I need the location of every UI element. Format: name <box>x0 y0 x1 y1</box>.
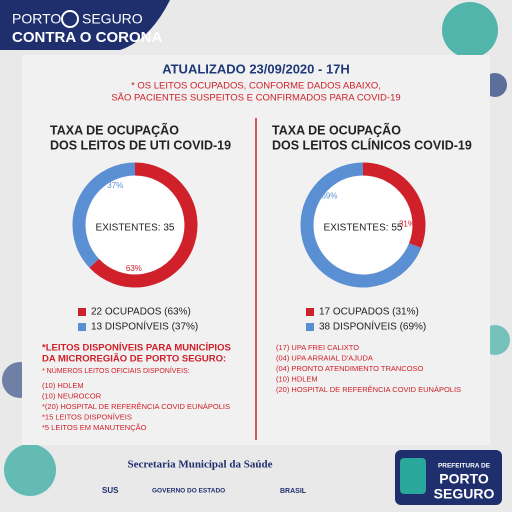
center-label: EXISTENTES: 35 <box>96 223 175 234</box>
secretaria: Secretaria Municipal da Saúde <box>128 459 273 471</box>
slice-label: 37% <box>107 181 123 190</box>
updated: ATUALIZADO 23/09/2020 - 17H <box>162 61 350 76</box>
center-label: EXISTENTES: 55 <box>324 223 403 234</box>
note-item: (10) HDLEM <box>42 381 84 390</box>
note-item: (10) HDLEM <box>276 374 318 383</box>
slice-label: 31% <box>399 220 415 229</box>
notice: SÃO PACIENTES SUSPEITOS E CONFIRMADOS PA… <box>111 93 400 104</box>
legend-entry: 17 OCUPADOS (31%) <box>319 307 419 318</box>
note-subheading: * NÚMEROS LEITOS OFICIAIS DISPONÍVEIS: <box>42 366 190 375</box>
donut-segment <box>362 162 426 249</box>
slice-label: 63% <box>126 264 142 273</box>
legend-swatch <box>306 308 314 316</box>
header-ribbon <box>0 0 170 50</box>
note-heading: DA MICROREGIÃO DE PORTO SEGURO: <box>42 354 226 365</box>
prefeitura: PREFEITURA DE <box>438 463 491 470</box>
chart-title: DOS LEITOS DE UTI COVID-19 <box>50 138 231 152</box>
brand-right: SEGURO <box>82 11 143 27</box>
slice-label: 69% <box>321 192 337 201</box>
city-name: PORTO <box>439 471 489 487</box>
governo-logo: GOVERNO DO ESTADO <box>152 488 225 495</box>
donut-segment <box>300 162 422 288</box>
emblem <box>400 458 426 494</box>
donut-segment <box>72 162 136 268</box>
note-heading: *LEITOS DISPONÍVEIS PARA MUNICÍPIOS <box>42 343 231 354</box>
chart-title: DOS LEITOS CLÍNICOS COVID-19 <box>272 137 472 152</box>
legend-entry: 13 DISPONÍVEIS (37%) <box>91 320 198 333</box>
sus-logo: SUS <box>102 486 119 495</box>
notice: * OS LEITOS OCUPADOS, CONFORME DADOS ABA… <box>131 81 381 92</box>
right-notes: (17) UPA FREI CALIXTO(04) UPA ARRAIAL D'… <box>276 343 461 394</box>
note-item: (04) UPA ARRAIAL D'AJUDA <box>276 353 373 362</box>
note-item: (04) PRONTO ATENDIMENTO TRANCOSO <box>276 364 424 373</box>
legend-swatch <box>306 323 314 331</box>
note-item: *(20) HOSPITAL DE REFERÊNCIA COVID EUNÁP… <box>42 402 230 411</box>
donut-hole <box>86 176 184 274</box>
note-item: *5 LEITOS EM MANUTENÇÃO <box>42 423 147 432</box>
legend-entry: 22 OCUPADOS (63%) <box>91 307 191 318</box>
note-item: (20) HOSPITAL DE REFERÊNCIA COVID EUNÁPO… <box>276 385 461 394</box>
donut-segment <box>89 162 198 288</box>
note-item: (10) NEUROCOR <box>42 391 102 400</box>
chart-title: TAXA DE OCUPAÇÃO <box>50 122 179 137</box>
brasil-logo: BRASIL <box>280 488 307 495</box>
virus-icon <box>442 2 498 58</box>
virus-icon <box>4 444 56 496</box>
brand-left: PORTO <box>12 11 61 27</box>
donut-hole <box>314 176 412 274</box>
brand-icon <box>61 10 79 28</box>
left-notes: *LEITOS DISPONÍVEIS PARA MUNICÍPIOS DA M… <box>42 343 231 432</box>
legend-swatch <box>78 308 86 316</box>
city-name: SEGURO <box>434 486 495 502</box>
legend-entry: 38 DISPONÍVEIS (69%) <box>319 320 426 333</box>
chart-title: TAXA DE OCUPAÇÃO <box>272 122 401 137</box>
note-item: *15 LEITOS DISPONÍVEIS <box>42 412 132 421</box>
note-item: (17) UPA FREI CALIXTO <box>276 343 359 352</box>
campaign: CONTRA O CORONA <box>12 29 162 46</box>
legend-swatch <box>78 323 86 331</box>
